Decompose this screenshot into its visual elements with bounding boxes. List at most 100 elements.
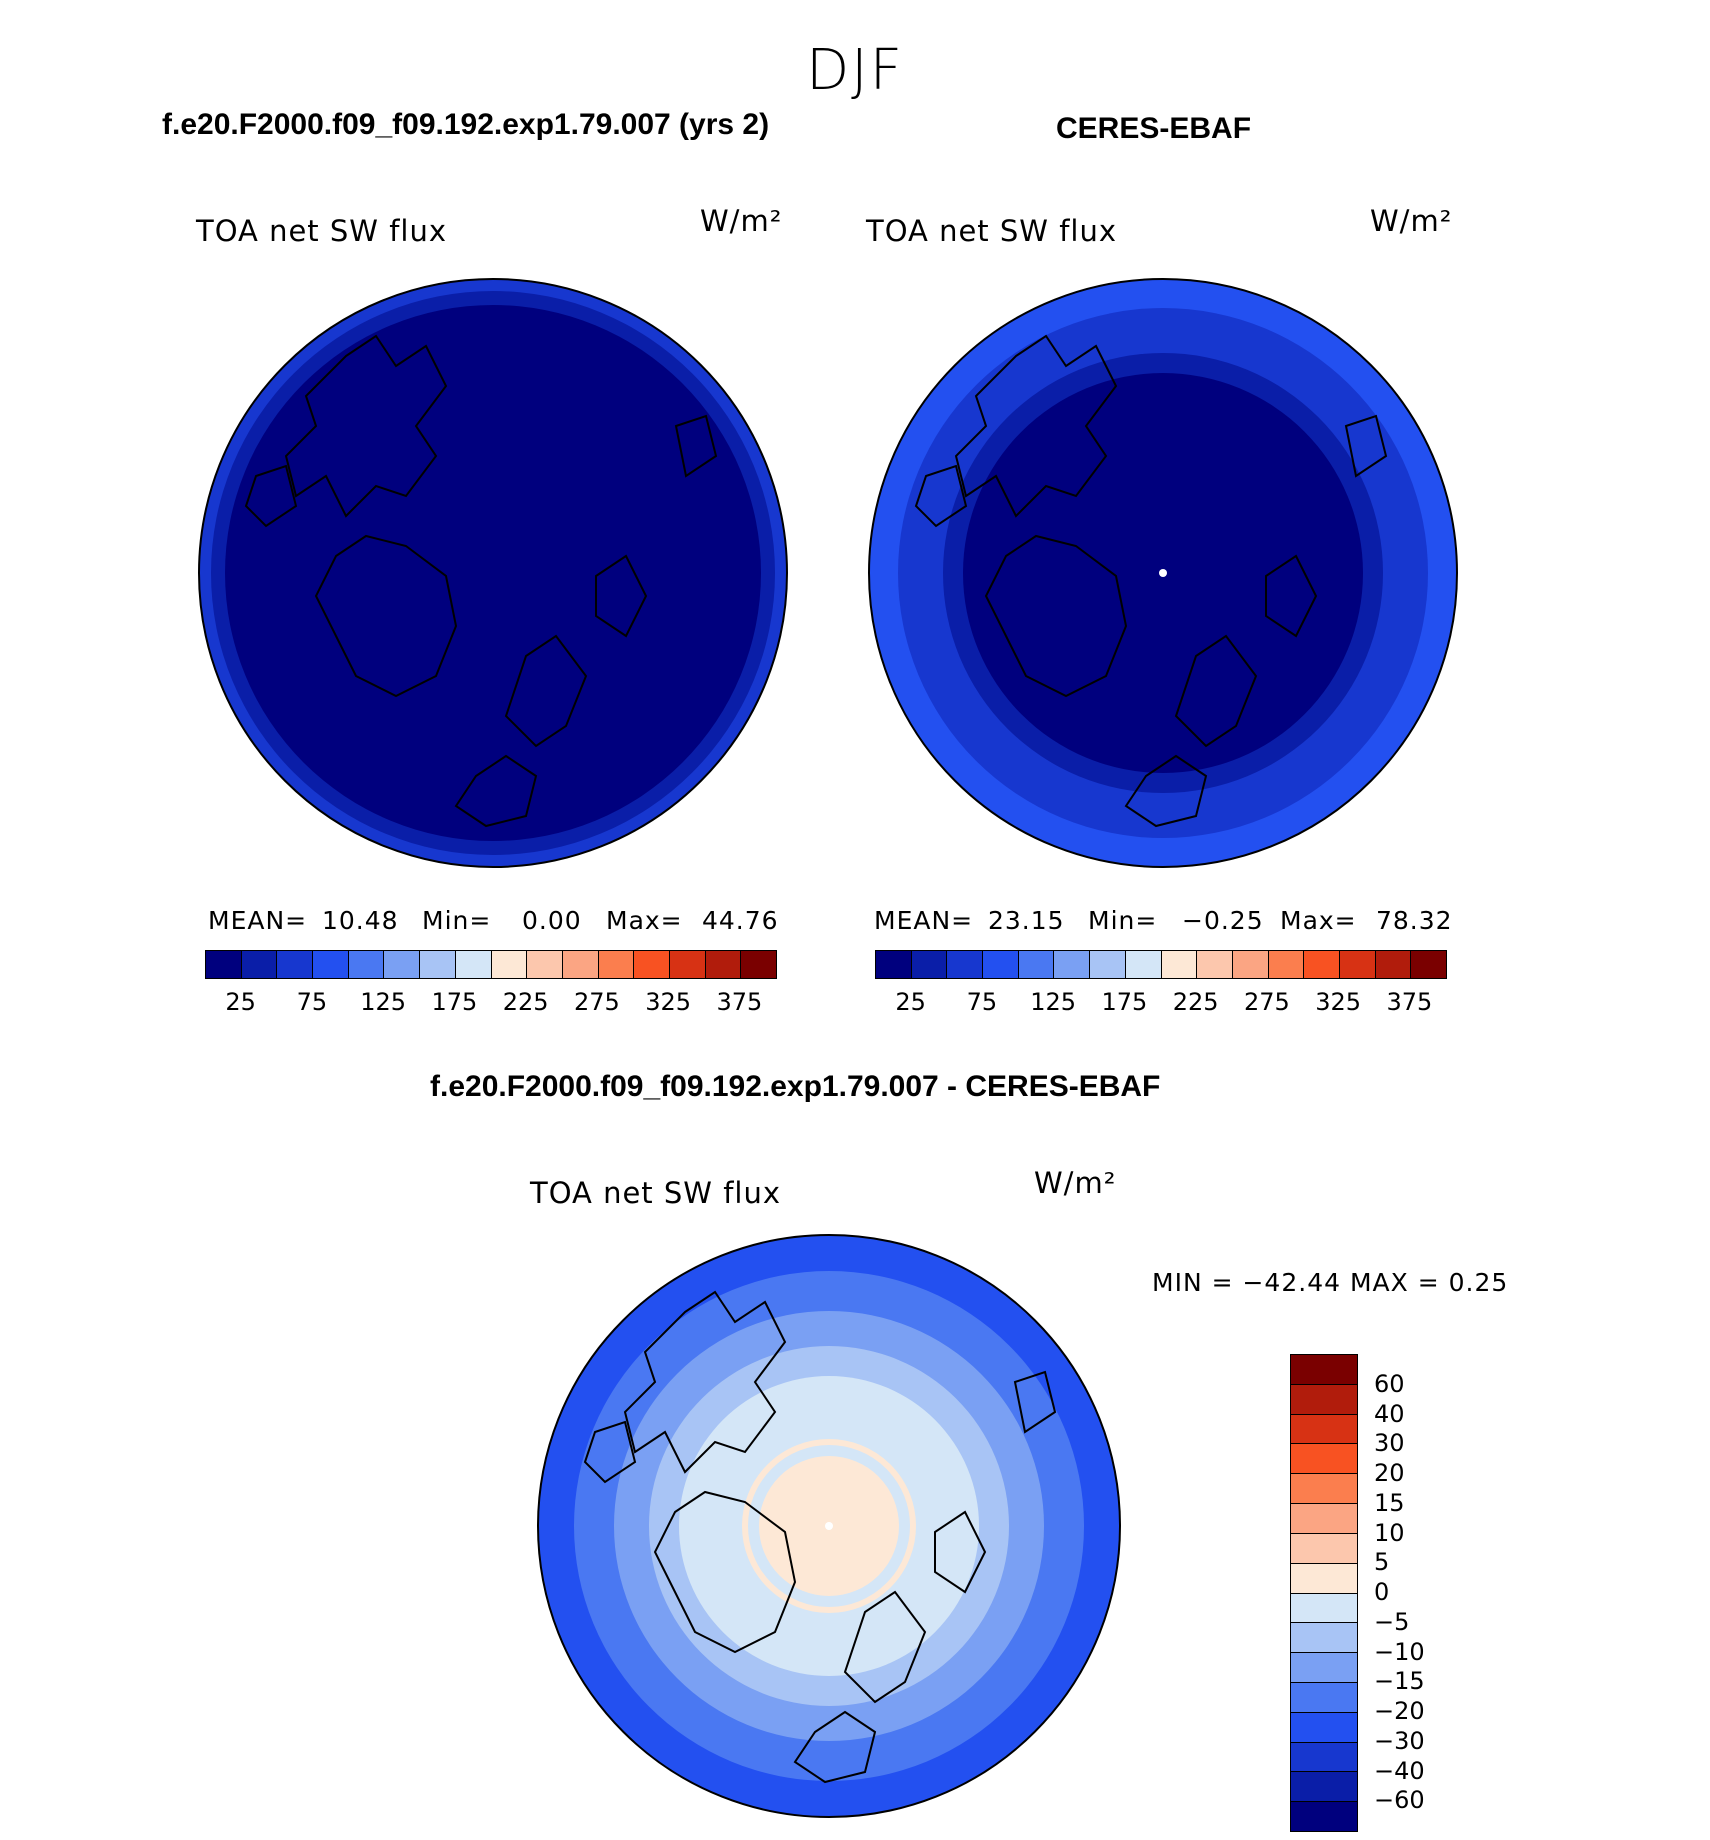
colorbar-tick-label: 25 xyxy=(225,988,256,1016)
panel1-unit: W/m² xyxy=(700,204,783,238)
colorbar-swatch xyxy=(1291,1444,1357,1475)
panel1-min-value: 0.00 xyxy=(522,906,582,935)
colorbar-swatch xyxy=(206,951,242,978)
panel2-max-label: Max= xyxy=(1280,906,1357,935)
colorbar-tick-label: −60 xyxy=(1374,1786,1425,1815)
colorbar-swatch xyxy=(1197,951,1233,978)
colorbar-swatch xyxy=(1291,1623,1357,1654)
colorbar-tick-label: 325 xyxy=(1315,988,1362,1016)
colorbar-swatch xyxy=(1268,951,1305,978)
colorbar-swatch xyxy=(384,951,421,978)
colorbar-swatch xyxy=(705,951,742,978)
colorbar-swatch xyxy=(634,951,670,978)
colorbar-swatch xyxy=(1090,951,1126,978)
panel1-field-label: TOA net SW flux xyxy=(196,214,448,248)
panel2-map xyxy=(868,278,1458,868)
diff-colorbar xyxy=(1290,1354,1358,1832)
colorbar-swatch xyxy=(911,951,948,978)
colorbar-swatch xyxy=(1291,1653,1357,1683)
colorbar-swatch xyxy=(1125,951,1162,978)
colorbar-tick-label: 40 xyxy=(1374,1399,1405,1428)
colorbar-tick-label: 225 xyxy=(1172,988,1219,1016)
panel1-title: f.e20.F2000.f09_f09.192.exp1.79.007 (yrs… xyxy=(162,108,770,141)
colorbar-swatch xyxy=(1291,1414,1357,1445)
colorbar-swatch xyxy=(277,951,314,978)
panel2-field-label: TOA net SW flux xyxy=(866,214,1118,248)
panel1-coastlines xyxy=(244,334,718,828)
colorbar-tick-label: 25 xyxy=(895,988,926,1016)
colorbar-tick-label: 5 xyxy=(1374,1548,1390,1577)
colorbar-swatch xyxy=(1375,951,1412,978)
colorbar-tick-label: −20 xyxy=(1374,1697,1425,1725)
colorbar-swatch xyxy=(420,951,456,978)
colorbar-tick-label: 75 xyxy=(296,988,328,1016)
colorbar-swatch xyxy=(947,951,984,978)
colorbar-swatch xyxy=(983,951,1019,978)
colorbar-tick-label: 375 xyxy=(716,988,763,1016)
colorbar-tick-label: −10 xyxy=(1374,1637,1425,1666)
panel1-colorbar xyxy=(205,950,777,979)
colorbar-tick-label: 125 xyxy=(1030,988,1077,1016)
colorbar-tick-label: −30 xyxy=(1374,1726,1425,1755)
panel2-title: CERES-EBAF xyxy=(1056,112,1252,145)
colorbar-swatch xyxy=(741,951,776,978)
panel1-min-label: Min= xyxy=(422,906,492,935)
colorbar-tick-label: −40 xyxy=(1374,1756,1425,1785)
panel1-mean-label: MEAN= xyxy=(208,906,308,935)
panel2-min-value: −0.25 xyxy=(1182,906,1264,935)
colorbar-swatch xyxy=(1291,1474,1357,1505)
colorbar-swatch xyxy=(876,951,912,978)
colorbar-tick-label: 30 xyxy=(1374,1429,1405,1458)
colorbar-swatch xyxy=(1291,1593,1357,1624)
colorbar-swatch xyxy=(1291,1772,1357,1803)
colorbar-swatch xyxy=(1291,1742,1357,1773)
colorbar-swatch xyxy=(598,951,635,978)
panel2-max-value: 78.32 xyxy=(1376,906,1453,935)
colorbar-tick-label: −5 xyxy=(1374,1607,1410,1636)
colorbar-swatch xyxy=(669,951,706,978)
colorbar-tick-label: 175 xyxy=(1101,988,1148,1016)
panel2-min-label: Min= xyxy=(1088,906,1158,935)
panel1-map xyxy=(198,278,788,868)
colorbar-tick-label: 275 xyxy=(1243,988,1290,1016)
colorbar-swatch xyxy=(1291,1355,1357,1385)
panel1-max-label: Max= xyxy=(606,906,683,935)
panel2-pole-marker xyxy=(1159,569,1167,577)
colorbar-tick-label: 175 xyxy=(431,988,478,1016)
colorbar-tick-label: 20 xyxy=(1374,1459,1405,1487)
colorbar-tick-label: 125 xyxy=(360,988,407,1016)
colorbar-swatch xyxy=(1291,1802,1357,1831)
panel1-mean-value: 10.48 xyxy=(322,906,399,935)
colorbar-tick-label: 275 xyxy=(573,988,620,1016)
diff-unit: W/m² xyxy=(1034,1166,1117,1200)
panel2-unit: W/m² xyxy=(1370,204,1453,238)
colorbar-tick-label: −15 xyxy=(1374,1667,1425,1696)
colorbar-swatch xyxy=(527,951,563,978)
panel2-colorbar xyxy=(875,950,1447,979)
colorbar-swatch xyxy=(313,951,349,978)
colorbar-swatch xyxy=(455,951,492,978)
diff-map xyxy=(537,1234,1121,1818)
diff-coastlines xyxy=(583,1290,1057,1784)
colorbar-swatch xyxy=(1291,1682,1357,1713)
diff-minmax: MIN = −42.44 MAX = 0.25 xyxy=(1152,1268,1509,1297)
colorbar-swatch xyxy=(491,951,528,978)
colorbar-swatch xyxy=(241,951,278,978)
diff-field-label: TOA net SW flux xyxy=(530,1176,782,1210)
diff-title: f.e20.F2000.f09_f09.192.exp1.79.007 - CE… xyxy=(430,1070,1161,1103)
panel1-max-value: 44.76 xyxy=(702,906,779,935)
colorbar-swatch xyxy=(1339,951,1376,978)
diff-pole-marker xyxy=(825,1522,833,1530)
colorbar-swatch xyxy=(562,951,599,978)
colorbar-tick-label: 375 xyxy=(1386,988,1433,1016)
panel2-mean-label: MEAN= xyxy=(874,906,974,935)
colorbar-swatch xyxy=(1054,951,1091,978)
colorbar-tick-label: 225 xyxy=(502,988,549,1016)
season-title: DJF xyxy=(806,38,904,103)
colorbar-swatch xyxy=(1291,1504,1357,1534)
colorbar-swatch xyxy=(1291,1712,1357,1743)
colorbar-swatch xyxy=(1018,951,1055,978)
colorbar-tick-label: 75 xyxy=(966,988,998,1016)
panel2-mean-value: 23.15 xyxy=(988,906,1065,935)
colorbar-swatch xyxy=(1161,951,1198,978)
